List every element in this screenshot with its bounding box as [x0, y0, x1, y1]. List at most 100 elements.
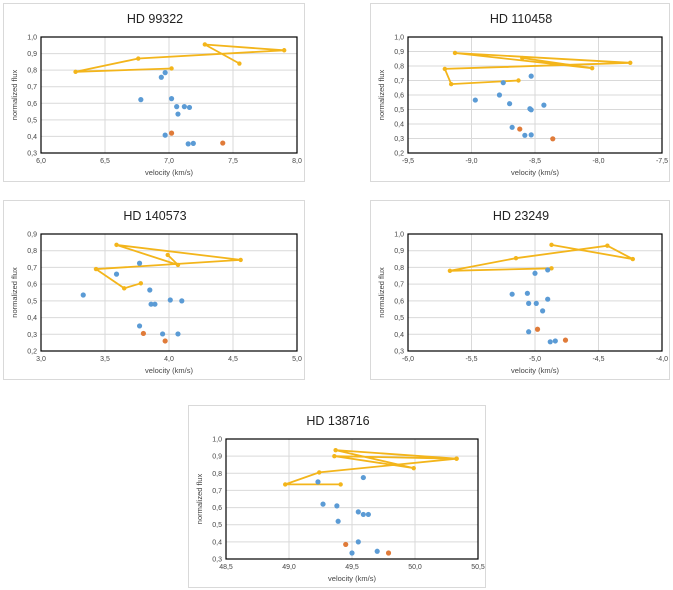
x-axis-label: velocity (km/s) [511, 168, 559, 177]
x-tick-label: -8,0 [592, 158, 604, 165]
blue-point [175, 331, 181, 337]
line-marker [122, 286, 127, 291]
chart-card-hd-140573: HD 140573 3,0 3,5 4,0 4,5 5,0 0,2 0,3 0,4 0,5 0,6 0… [3, 200, 305, 380]
x-tick-label: -9,5 [402, 158, 414, 165]
x-tick-label: 4,5 [228, 356, 238, 363]
chart-title: HD 23249 [493, 209, 549, 223]
blue-point [315, 479, 321, 485]
chart-svg: HD 23249 -6,0 -5,5 -5,0 -4,5 -4,0 0,3 0,4 0,5 0,6… [377, 209, 668, 375]
blue-point [355, 539, 361, 545]
line-marker [549, 266, 554, 271]
line-marker [332, 453, 337, 459]
x-tick-label: 7,0 [164, 158, 174, 165]
blue-point [374, 548, 380, 554]
y-axis-label: normalized flux [10, 267, 19, 318]
chart-title: HD 99322 [127, 12, 183, 26]
line-marker [549, 242, 554, 248]
y-tick-label: 0,8 [27, 248, 37, 255]
plot-area-border [407, 36, 663, 154]
blue-point [522, 132, 528, 138]
blue-point [186, 104, 193, 111]
line-marker [202, 42, 208, 47]
line-marker [317, 470, 322, 475]
y-tick-label: 0,2 [27, 349, 37, 356]
y-axis-label: normalized flux [377, 70, 386, 121]
blue-point [185, 141, 191, 147]
chart-svg: HD 138716 48,5 49,0 49,5 50,0 50,5 0,3 0,4 0,5 0,… [195, 414, 485, 583]
series-line [443, 52, 631, 86]
y-tick-label: 0,4 [394, 122, 404, 129]
blue-point [528, 107, 534, 113]
y-tick-label: 0,6 [212, 505, 222, 512]
orange-point [534, 326, 541, 332]
blue-point [365, 511, 371, 518]
y-tick-label: 0,9 [212, 454, 222, 461]
blue-point [136, 260, 143, 266]
x-axis-label: velocity (km/s) [511, 366, 559, 375]
y-tick-label: 0,7 [27, 84, 37, 91]
blue-point [335, 518, 341, 524]
plot-area-border [40, 36, 298, 154]
y-tick-label: 0,6 [27, 282, 37, 289]
line-marker [411, 465, 416, 471]
x-tick-label: 50,0 [408, 564, 422, 571]
blue-point [158, 74, 164, 80]
y-tick-label: 0,8 [394, 265, 404, 272]
plot-area-border [225, 438, 479, 560]
y-tick-label: 0,6 [394, 93, 404, 100]
line-marker [452, 50, 458, 56]
x-tick-label: -8,5 [529, 158, 541, 165]
blue-point [80, 292, 86, 298]
blue-point [360, 474, 366, 481]
line-marker [93, 266, 99, 272]
blue-point [552, 338, 558, 344]
series-line [284, 449, 457, 486]
line-marker [238, 257, 243, 263]
x-tick-label: 4,0 [164, 356, 174, 363]
series-line [75, 43, 285, 73]
x-tick-label: 6,5 [100, 158, 110, 165]
blue-point [148, 301, 154, 307]
y-tick-label: 0,8 [212, 471, 222, 478]
orange-point [168, 130, 175, 136]
x-tick-label: 3,5 [100, 356, 110, 363]
chart-card-hd-99322: HD 99322 6,0 6,5 7,0 7,5 8,0 0,3 0,4 0,5 0,6 0,7 0,… [3, 3, 305, 182]
blue-point [190, 140, 196, 146]
orange-point [140, 330, 146, 337]
blue-point [545, 296, 551, 302]
plot-area-border [40, 233, 298, 352]
orange-point [220, 140, 226, 146]
line-marker [169, 66, 174, 71]
y-tick-label: 0,6 [27, 101, 37, 108]
line-marker [442, 66, 448, 72]
blue-point [168, 96, 175, 102]
x-tick-label: 48,5 [219, 564, 233, 571]
y-tick-label: 0,6 [394, 298, 404, 305]
x-tick-label: 5,0 [292, 356, 302, 363]
y-tick-label: 0,4 [27, 315, 37, 322]
x-tick-label: -7,5 [656, 158, 668, 165]
blue-point [113, 271, 120, 277]
chart-card-hd-23249: HD 23249 -6,0 -5,5 -5,0 -4,5 -4,0 0,3 0,4 0,5 0,6… [370, 200, 670, 380]
line-marker [520, 55, 525, 61]
chart-svg: HD 140573 3,0 3,5 4,0 4,5 5,0 0,2 0,3 0,4 0,5 0,6 0… [10, 209, 302, 375]
x-tick-label: 49,5 [345, 564, 359, 571]
chart-title: HD 140573 [123, 209, 186, 223]
chart-card-hd-138716: HD 138716 48,5 49,0 49,5 50,0 50,5 0,3 0,4 0,5 0,… [188, 405, 486, 588]
y-tick-label: 0,4 [394, 332, 404, 339]
chart-svg: HD 99322 6,0 6,5 7,0 7,5 8,0 0,3 0,4 0,5 0,6 0,7 0,… [10, 12, 302, 177]
y-axis-label: normalized flux [10, 70, 19, 121]
blue-point [526, 329, 532, 335]
blue-point [500, 80, 506, 86]
y-tick-label: 0,3 [27, 332, 37, 339]
x-axis-label: velocity (km/s) [145, 168, 193, 177]
blue-point [528, 132, 534, 138]
y-tick-label: 0,8 [394, 64, 404, 71]
blue-point [162, 70, 168, 76]
blue-point [136, 323, 143, 329]
blue-point [160, 331, 166, 337]
x-tick-label: -4,0 [656, 356, 668, 363]
x-tick-label: 8,0 [292, 158, 302, 165]
orange-point [162, 338, 168, 344]
line-marker [338, 482, 343, 487]
